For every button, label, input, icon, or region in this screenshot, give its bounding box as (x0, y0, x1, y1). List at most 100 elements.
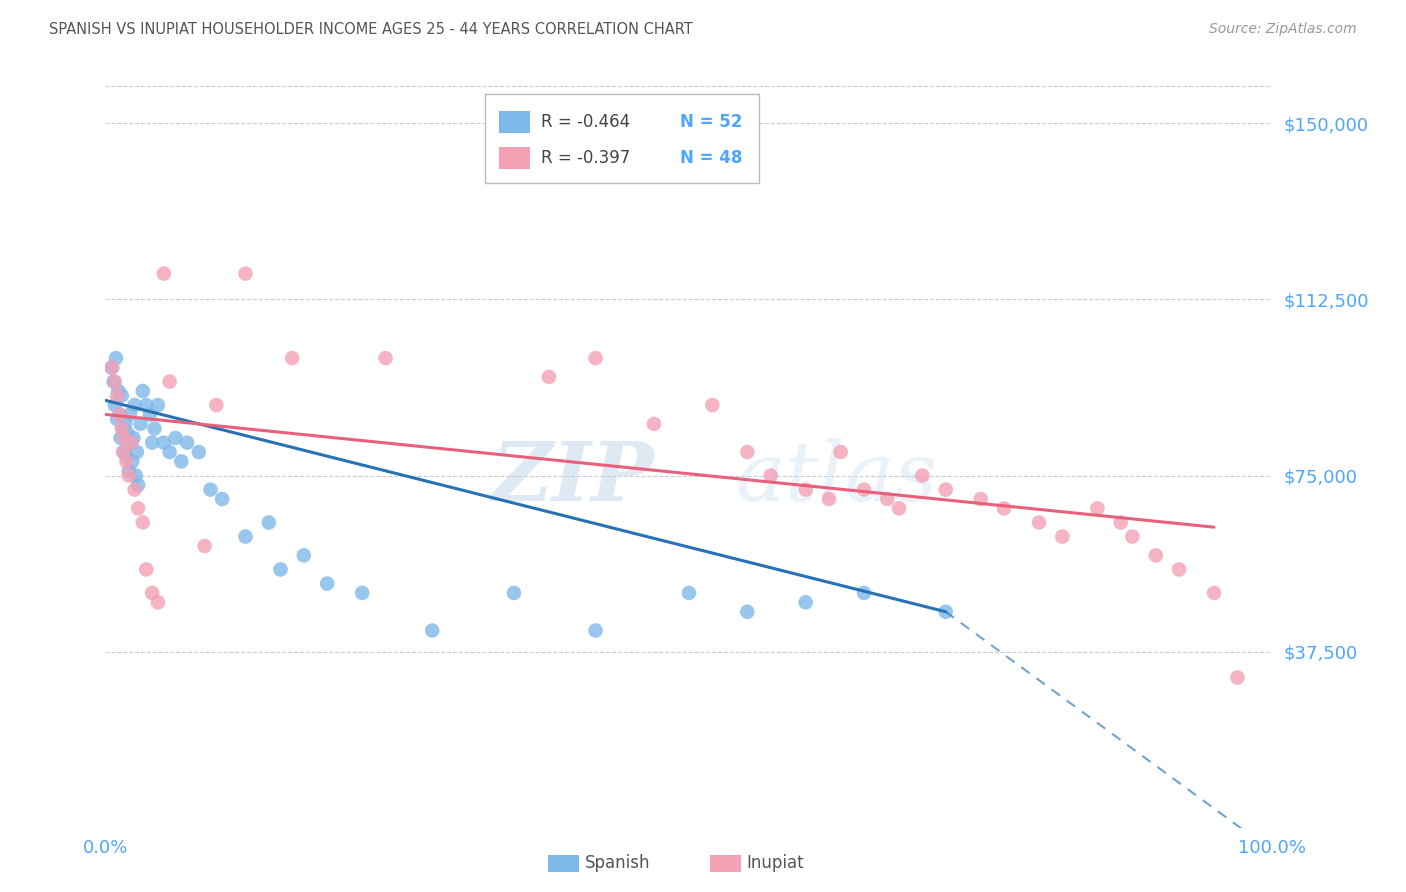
Point (935, 483, 957, 497)
Point (737, 605, 759, 619)
Point (194, 539, 217, 553)
Point (146, 595, 169, 609)
Point (111, 421, 134, 435)
Point (887, 501, 910, 516)
Point (935, 605, 957, 619)
Point (115, 450, 138, 464)
Point (125, 445, 148, 459)
Point (876, 491, 898, 506)
Point (1121, 530, 1143, 544)
Point (585, 624, 607, 638)
Text: R = -0.397: R = -0.397 (541, 149, 630, 167)
Point (146, 398, 169, 412)
Point (105, 412, 128, 426)
Point (200, 483, 222, 497)
Point (108, 408, 131, 422)
Point (818, 491, 841, 506)
Point (132, 516, 155, 530)
Point (643, 417, 665, 431)
Point (187, 445, 209, 459)
Point (702, 398, 724, 412)
Point (993, 501, 1015, 516)
Point (132, 384, 155, 398)
Point (107, 384, 129, 398)
Text: N = 48: N = 48 (681, 149, 742, 167)
Point (374, 351, 396, 365)
Point (121, 454, 143, 468)
Point (211, 491, 233, 506)
Point (170, 454, 193, 468)
Point (101, 360, 124, 375)
Point (159, 445, 181, 459)
Point (852, 586, 875, 600)
Point (108, 408, 131, 422)
Point (127, 478, 149, 492)
Point (1202, 586, 1225, 600)
Point (537, 370, 560, 384)
Point (122, 431, 145, 445)
Point (104, 375, 127, 389)
Text: ZIP: ZIP (491, 438, 654, 517)
Point (235, 267, 257, 281)
Point (737, 445, 759, 459)
Text: R = -0.464: R = -0.464 (541, 113, 630, 131)
Point (759, 468, 782, 483)
Point (420, 624, 443, 638)
Point (139, 408, 162, 422)
Point (165, 431, 187, 445)
Point (104, 351, 127, 365)
Point (159, 375, 181, 389)
Point (124, 398, 146, 412)
Point (120, 435, 142, 450)
Point (105, 389, 128, 403)
Point (503, 586, 526, 600)
Point (100, 360, 122, 375)
Point (141, 586, 163, 600)
Text: atlas: atlas (735, 438, 938, 517)
Point (678, 586, 700, 600)
Point (1052, 530, 1074, 544)
Point (205, 398, 228, 412)
Point (141, 435, 163, 450)
Point (235, 530, 257, 544)
Point (118, 468, 141, 483)
Point (112, 445, 135, 459)
Text: Spanish: Spanish (585, 855, 651, 872)
Point (316, 576, 339, 591)
Point (127, 501, 149, 516)
Point (1144, 549, 1167, 563)
Point (794, 595, 817, 609)
Point (129, 417, 152, 431)
Point (1226, 671, 1249, 685)
Point (143, 421, 166, 435)
Point (115, 454, 138, 468)
Text: N = 52: N = 52 (681, 113, 742, 131)
Point (257, 516, 280, 530)
Point (970, 491, 993, 506)
Point (830, 445, 852, 459)
Point (794, 483, 817, 497)
Point (270, 562, 292, 576)
Point (135, 398, 157, 412)
Point (117, 426, 139, 441)
Point (153, 267, 174, 281)
Point (911, 468, 934, 483)
Point (110, 431, 132, 445)
Point (124, 483, 146, 497)
Point (120, 435, 142, 450)
Point (135, 562, 157, 576)
Text: Inupiat: Inupiat (747, 855, 804, 872)
Point (103, 375, 125, 389)
Point (111, 421, 134, 435)
Point (1087, 501, 1109, 516)
Point (111, 389, 134, 403)
Point (111, 445, 134, 459)
Point (1028, 516, 1050, 530)
Point (1109, 516, 1132, 530)
Point (281, 351, 304, 365)
Point (125, 468, 148, 483)
Point (352, 586, 374, 600)
Point (118, 464, 141, 478)
Text: SPANISH VS INUPIAT HOUSEHOLDER INCOME AGES 25 - 44 YEARS CORRELATION CHART: SPANISH VS INUPIAT HOUSEHOLDER INCOME AG… (49, 22, 693, 37)
Point (292, 549, 315, 563)
